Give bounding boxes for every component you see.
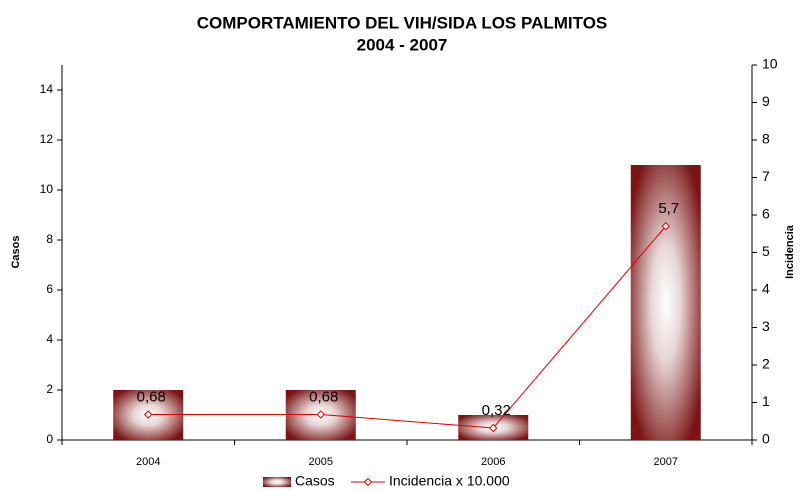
bar bbox=[630, 165, 701, 440]
x-tick-label: 2004 bbox=[136, 456, 160, 468]
y2-tick-label: 7 bbox=[762, 168, 770, 184]
y2-tick-label: 5 bbox=[762, 243, 770, 259]
data-label: 5,7 bbox=[658, 200, 679, 217]
data-label: 0,32 bbox=[482, 402, 511, 419]
chart-subtitle: 2004 - 2007 bbox=[357, 35, 448, 54]
y-tick-label: 12 bbox=[40, 132, 54, 146]
data-label: 0,68 bbox=[309, 388, 338, 405]
legend-swatch bbox=[263, 477, 291, 487]
data-label: 0,68 bbox=[137, 388, 166, 405]
y-tick-label: 0 bbox=[46, 432, 53, 446]
legend-label: Incidencia x 10.000 bbox=[389, 473, 510, 489]
legend-label: Casos bbox=[295, 473, 335, 489]
y2-tick-label: 3 bbox=[762, 318, 770, 334]
y-tick-label: 2 bbox=[46, 382, 53, 396]
y2-tick-label: 9 bbox=[762, 93, 770, 109]
x-tick-label: 2005 bbox=[309, 456, 333, 468]
legend-marker bbox=[363, 477, 373, 487]
y-axis-label: Casos bbox=[10, 235, 22, 268]
y2-tick-label: 10 bbox=[762, 56, 778, 72]
line-marker bbox=[489, 423, 498, 433]
y-tick-label: 4 bbox=[46, 332, 53, 346]
line bbox=[148, 225, 667, 429]
line-marker bbox=[661, 222, 670, 231]
y-tick-label: 14 bbox=[40, 82, 54, 96]
line-marker bbox=[316, 410, 325, 419]
y2-axis-label: Incidencia bbox=[784, 224, 796, 279]
chart-title: COMPORTAMIENTO DEL VIH/SIDA LOS PALMITOS bbox=[197, 13, 608, 32]
y2-tick-label: 2 bbox=[762, 356, 770, 372]
y2-tick-label: 6 bbox=[762, 206, 770, 222]
y2-tick-label: 4 bbox=[762, 281, 770, 297]
x-tick-label: 2007 bbox=[654, 456, 678, 468]
y2-tick-label: 1 bbox=[762, 393, 770, 409]
y2-tick-label: 0 bbox=[762, 431, 770, 447]
y-tick-label: 8 bbox=[46, 232, 53, 246]
line-marker bbox=[144, 410, 153, 419]
y-tick-label: 6 bbox=[46, 282, 53, 296]
x-tick-label: 2006 bbox=[481, 456, 505, 468]
y-tick-label: 10 bbox=[40, 182, 54, 196]
y2-tick-label: 8 bbox=[762, 131, 770, 147]
